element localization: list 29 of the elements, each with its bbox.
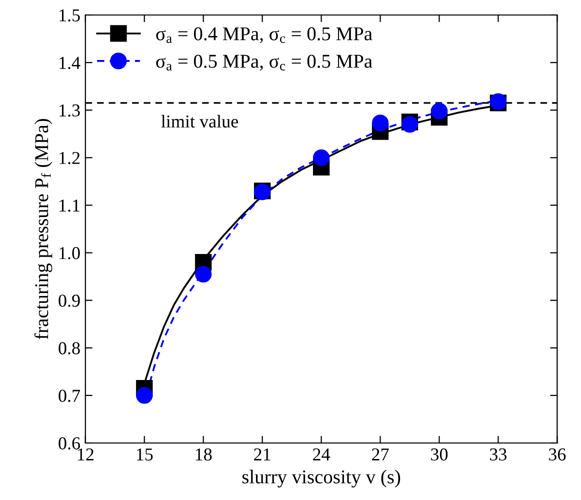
- x-tick-label: 21: [254, 448, 270, 460]
- x-tick-label: 36: [549, 448, 566, 461]
- y-tick-label: 1.5: [60, 9, 80, 22]
- legend-label: σ$_{a}$ = 0.5 MPa, σ$_{c}$ = 0.5 MPa: [156, 54, 372, 71]
- y-tick-label: 0.9: [58, 294, 80, 307]
- y-tick-label: 1.4: [60, 56, 80, 70]
- x-tick-label: 27: [372, 448, 389, 460]
- legend-label: σ$_{a}$ = 0.4 MPa, σ$_{c}$ = 0.5 MPa: [156, 27, 372, 44]
- x-tick-label: 30: [431, 448, 448, 461]
- x-tick-label: 18: [196, 448, 212, 461]
- point: [195, 266, 212, 283]
- x-tick-label: 12: [78, 448, 94, 460]
- y-tick-label: 0.7: [58, 390, 80, 402]
- y-axis-title: fracturing pressure P$_{f}$ (MPa): [34, 119, 52, 340]
- point: [430, 102, 448, 120]
- y-tick-label: 1.0: [60, 247, 80, 260]
- ref-line-label: limit value: [161, 114, 238, 128]
- x-tick-label: 24: [313, 448, 330, 460]
- point: [372, 114, 389, 132]
- x-tick-label: 15: [136, 448, 153, 461]
- y-tick-label: 1.3: [60, 104, 80, 117]
- x-tick-label: 33: [490, 448, 507, 461]
- point: [136, 387, 153, 404]
- y-tick-label: 1.1: [60, 200, 80, 212]
- y-tick-label: 0.8: [58, 342, 80, 354]
- x-axis-title: slurry viscosity v (s): [242, 470, 400, 488]
- y-tick-label: 1.2: [60, 152, 80, 164]
- y-tick-label: 0.6: [58, 437, 80, 450]
- point: [312, 149, 330, 166]
